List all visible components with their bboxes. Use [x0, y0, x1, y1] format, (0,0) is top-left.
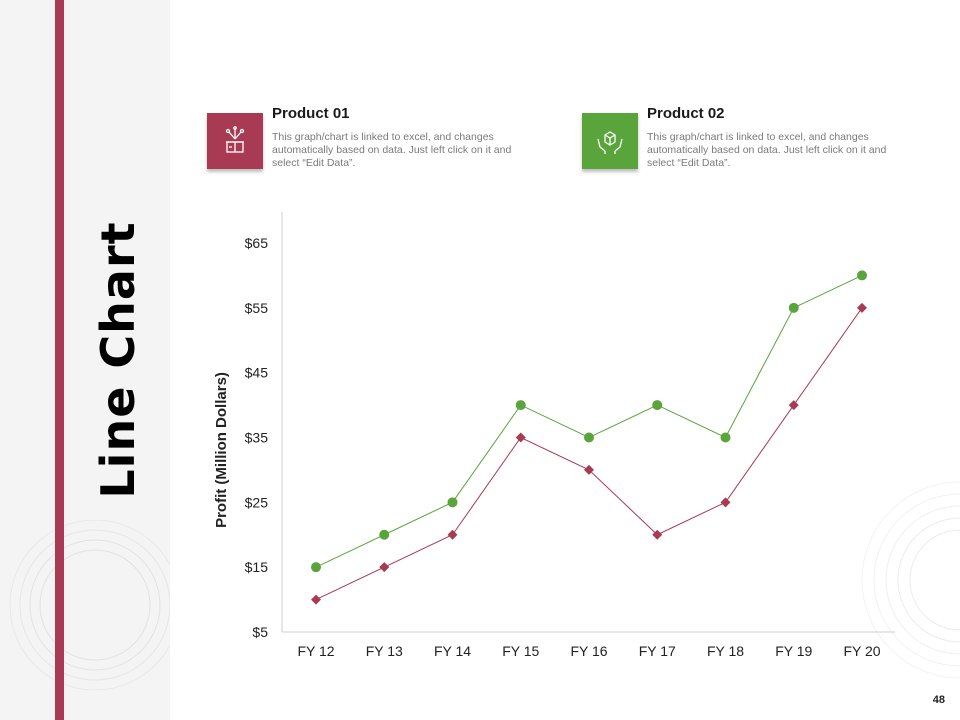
y-tick-label: $35 [245, 430, 269, 446]
product-2-description: This graph/chart is linked to excel, and… [647, 131, 887, 169]
data-point [652, 529, 663, 540]
data-point [584, 432, 594, 443]
product-2-icon-box [582, 113, 638, 169]
y-tick-label: $15 [245, 559, 269, 575]
data-point [720, 497, 731, 508]
x-tick-label: FY 12 [297, 643, 334, 659]
series-line-2 [315, 307, 863, 601]
x-tick-label: FY 18 [707, 643, 744, 659]
y-tick-label: $55 [245, 300, 269, 316]
x-tick-label: FY 14 [434, 643, 471, 659]
y-tick-label: $5 [252, 624, 268, 640]
data-point [720, 432, 731, 443]
data-point [857, 270, 867, 281]
data-point [515, 432, 526, 443]
data-point [788, 400, 799, 411]
x-tick-label: FY 19 [775, 643, 812, 659]
decorative-circles [9, 520, 170, 691]
y-axis-label: Profit (Million Dollars) [213, 372, 230, 528]
data-point [515, 400, 526, 411]
data-point [447, 529, 458, 540]
data-point [379, 562, 390, 573]
data-point [311, 562, 321, 573]
product-1-title: Product 01 [272, 105, 350, 122]
gift-box-icon [225, 126, 245, 153]
x-tick-label: FY 17 [639, 643, 676, 659]
page-number: 48 [932, 694, 945, 706]
y-tick-label: $65 [245, 235, 269, 251]
x-tick-label: FY 20 [843, 643, 880, 659]
product-1-icon-box [207, 113, 263, 169]
data-point [447, 497, 458, 508]
x-tick-label: FY 16 [570, 643, 607, 659]
data-point [584, 464, 594, 475]
x-tick-label: FY 15 [502, 643, 539, 659]
decorative-circles-right [861, 481, 960, 679]
accent-bar [55, 0, 64, 720]
data-point [379, 529, 390, 540]
product-1-description: This graph/chart is linked to excel, and… [272, 131, 512, 169]
x-tick-label: FY 13 [366, 643, 403, 659]
y-tick-label: $25 [245, 494, 269, 510]
data-point [311, 594, 321, 605]
series-line-1 [315, 274, 863, 568]
box-hands-icon [597, 131, 623, 154]
product-2-title: Product 02 [647, 105, 725, 122]
y-tick-label: $45 [245, 365, 269, 381]
left-panel: Line Chart [0, 0, 170, 720]
data-point [788, 302, 799, 313]
data-point [652, 400, 663, 411]
data-point [857, 302, 867, 313]
